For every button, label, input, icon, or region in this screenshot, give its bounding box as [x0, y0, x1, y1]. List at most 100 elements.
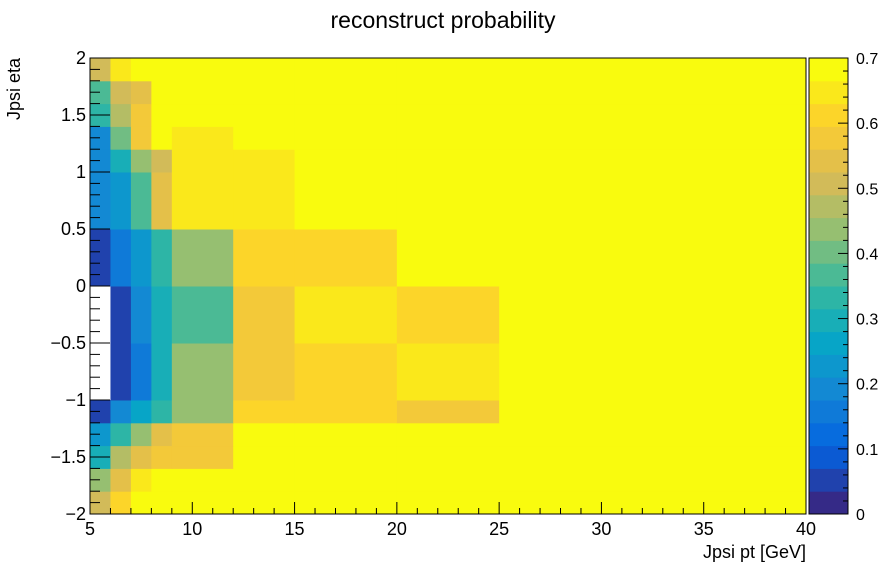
heatmap-cell	[233, 149, 296, 173]
heatmap-cell	[499, 468, 807, 492]
heatmap-cell	[499, 491, 807, 515]
heatmap-cell	[110, 126, 132, 150]
heatmap-cell	[90, 80, 111, 105]
color-scale-band	[809, 126, 848, 150]
heatmap-cell	[90, 149, 111, 173]
y-tick-label: −2	[65, 504, 86, 524]
heatmap-cell	[396, 422, 500, 447]
heatmap-cell	[396, 103, 500, 127]
heatmap-cell	[171, 58, 234, 82]
color-scale-band	[809, 103, 848, 127]
heatmap-cell	[396, 491, 500, 515]
color-scale-band	[809, 240, 848, 264]
heatmap-cell	[396, 149, 500, 173]
x-tick-label: 5	[85, 519, 95, 539]
color-scale-frame	[808, 57, 849, 515]
z-tick-label: 0.3	[856, 312, 878, 329]
color-scale-band	[809, 468, 848, 492]
heatmap-cell	[499, 400, 807, 424]
heatmap-cell	[294, 343, 398, 401]
heatmap-cell	[171, 422, 234, 447]
color-scale-band	[809, 445, 848, 469]
heatmap-cell	[151, 445, 173, 469]
color-scale-band	[809, 491, 848, 515]
heatmap-cell	[110, 468, 132, 492]
x-axis: 5 10 15 20 25 30 35 40	[85, 502, 816, 539]
y-tick-label: 1.5	[61, 105, 86, 125]
z-tick-label: 0.7	[856, 51, 878, 68]
heatmap-cell	[151, 229, 173, 287]
x-tick-label: 40	[796, 519, 816, 539]
color-scale-band	[809, 80, 848, 105]
heatmap-cell	[130, 58, 152, 82]
y-tick-label: 1	[76, 162, 86, 182]
heatmap-cell	[233, 468, 296, 492]
heatmap-cell	[110, 172, 132, 230]
heatmap-cell	[294, 445, 398, 469]
heatmap-cell	[90, 491, 111, 515]
y-tick-label: 2	[76, 48, 86, 68]
z-tick-label: 0.4	[856, 246, 878, 263]
x-tick-label: 20	[387, 519, 407, 539]
y-tick-label: −1	[65, 390, 86, 410]
heatmap-cell	[499, 229, 807, 287]
color-scale: 0 0.1 0.2 0.3 0.4 0.5 0.6 0.7	[808, 51, 878, 524]
y-axis: −2 −1.5 −1 −0.5 0 0.5 1 1.5 2	[50, 48, 110, 524]
heatmap-cell	[233, 80, 296, 105]
heatmap-cell	[294, 422, 398, 447]
color-scale-band	[809, 217, 848, 241]
heatmap-cell	[396, 286, 500, 344]
heatmap-cells	[90, 58, 807, 515]
heatmap-cell	[171, 343, 234, 401]
heatmap-cell	[151, 58, 173, 82]
heatmap-cell	[499, 172, 807, 230]
heatmap-cell	[130, 491, 152, 515]
heatmap-cell	[130, 126, 152, 150]
heatmap-cell	[171, 126, 234, 150]
heatmap-cell	[171, 491, 234, 515]
heatmap-cell	[294, 58, 398, 82]
x-tick-label: 35	[694, 519, 714, 539]
heatmap-cell	[130, 468, 152, 492]
heatmap-cell	[233, 229, 296, 287]
color-scale-band	[809, 422, 848, 447]
heatmap-cell	[130, 400, 152, 424]
heatmap-cell	[90, 468, 111, 492]
heatmap-cell	[396, 445, 500, 469]
heatmap-cell	[233, 445, 296, 469]
y-tick-label: −1.5	[50, 447, 86, 467]
heatmap-cell	[110, 80, 132, 105]
color-scale-band	[809, 308, 848, 333]
x-tick-label: 25	[489, 519, 509, 539]
heatmap-cell	[499, 103, 807, 127]
heatmap-cell	[110, 445, 132, 469]
heatmap-cell	[130, 103, 152, 127]
z-tick-label: 0.6	[856, 116, 878, 133]
heatmap-cell	[233, 286, 296, 344]
heatmap-cell	[233, 422, 296, 447]
heatmap-cell	[110, 491, 132, 515]
heatmap-cell	[130, 80, 152, 105]
z-tick-label: 0	[856, 507, 865, 524]
heatmap-cell	[499, 126, 807, 150]
heatmap-cell	[151, 149, 173, 173]
heatmap-cell	[233, 58, 296, 82]
y-tick-label: 0	[76, 276, 86, 296]
x-tick-label: 30	[591, 519, 611, 539]
heatmap-cell	[130, 286, 152, 344]
heatmap-cell	[171, 80, 234, 105]
heatmap-cell	[294, 400, 398, 424]
heatmap-cell	[294, 149, 398, 173]
heatmap-cell	[110, 343, 132, 401]
heatmap-cell	[110, 422, 132, 447]
heatmap-cell	[151, 491, 173, 515]
heatmap-cell	[396, 343, 500, 401]
heatmap-cell	[130, 229, 152, 287]
heatmap-cell	[396, 400, 500, 424]
heatmap-cell	[294, 229, 398, 287]
heatmap-cell	[499, 149, 807, 173]
heatmap-cell	[171, 103, 234, 127]
heatmap-cell	[396, 172, 500, 230]
heatmap-cell	[171, 172, 234, 230]
heatmap-cell	[151, 422, 173, 447]
